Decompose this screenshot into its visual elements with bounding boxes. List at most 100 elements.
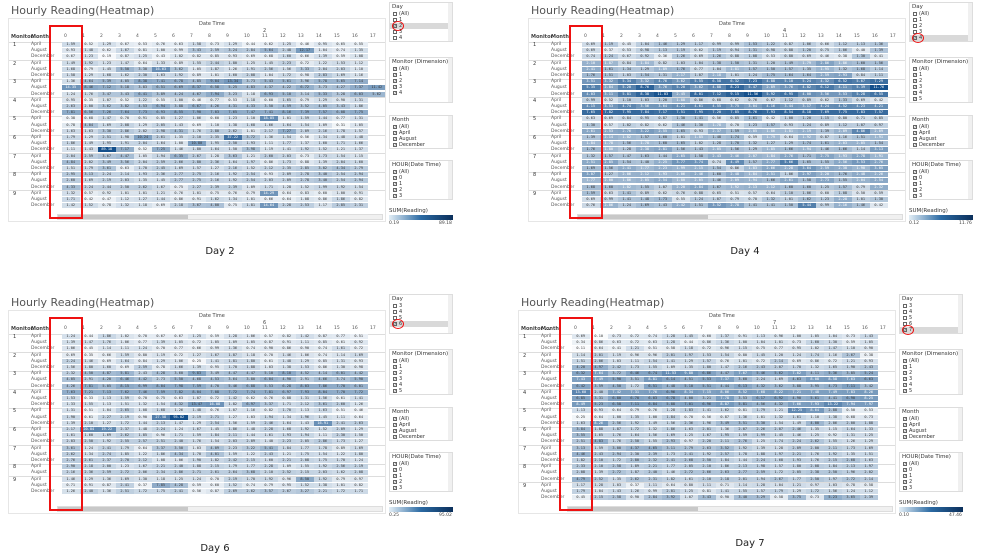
heatmap-cell[interactable]: 3.72 [242, 135, 260, 140]
heatmap-cell[interactable]: 1.01 [242, 128, 260, 134]
checkbox[interactable]: ✓ [393, 461, 397, 466]
filter-option[interactable]: ✓ 5 [390, 388, 452, 394]
heatmap-cell[interactable]: 4.37 [626, 445, 644, 451]
heatmap-cell[interactable]: 0.76 [260, 396, 278, 401]
heatmap-cell[interactable]: 7.85 [152, 482, 170, 488]
heatmap-cell[interactable]: 2.70 [116, 458, 134, 463]
filter-option[interactable]: ✓ 1 [390, 72, 452, 78]
heatmap-cell[interactable]: 1.63 [636, 153, 654, 159]
heatmap-cell[interactable]: 0.60 [206, 116, 224, 122]
heatmap-cell[interactable]: 1.73 [662, 451, 680, 457]
heatmap-cell[interactable]: 1.24 [134, 346, 152, 352]
heatmap-cell[interactable]: 1.62 [206, 197, 224, 202]
heatmap-cell[interactable]: 1.26 [708, 54, 726, 60]
heatmap-cell[interactable]: 1.60 [780, 184, 798, 190]
heatmap-cell[interactable]: 1.95 [816, 66, 834, 72]
heatmap-cell[interactable]: 1.06 [780, 172, 798, 178]
heatmap-cell[interactable]: 4.67 [188, 91, 206, 97]
heatmap-cell[interactable]: 1.50 [224, 147, 242, 153]
heatmap-cell[interactable]: 1.05 [134, 153, 152, 159]
heatmap-cell[interactable]: 2.07 [744, 153, 762, 159]
heatmap-cell[interactable]: 1.25 [860, 433, 878, 439]
heatmap-cell[interactable]: 0.89 [798, 97, 816, 103]
filter-option[interactable]: 1 [910, 17, 972, 23]
heatmap-cell[interactable]: 2.12 [636, 172, 654, 178]
heatmap-cell[interactable]: 3.62 [672, 79, 690, 85]
heatmap-cell[interactable]: 2.08 [806, 464, 824, 470]
heatmap-cell[interactable]: 1.47 [170, 420, 188, 426]
heatmap-cell[interactable]: 1.71 [350, 489, 368, 494]
heatmap-cell[interactable]: 1.58 [62, 73, 80, 78]
heatmap-cell[interactable]: 1.54 [716, 352, 734, 358]
heatmap-cell[interactable]: 0.87 [206, 489, 224, 494]
checkbox[interactable]: ✓ [903, 364, 907, 369]
heatmap-cell[interactable]: 2.63 [698, 445, 716, 451]
heatmap-cell[interactable]: 4.50 [80, 371, 98, 377]
heatmap-cell[interactable]: 1.69 [350, 445, 368, 451]
heatmap-cell[interactable]: 1.60 [852, 60, 870, 66]
heatmap-cell[interactable]: 0.51 [726, 190, 744, 196]
heatmap-cell[interactable]: 1.64 [842, 427, 860, 432]
heatmap-cell[interactable]: 1.44 [242, 433, 260, 439]
heatmap-cell[interactable]: 1.41 [350, 396, 368, 401]
heatmap-cell[interactable]: 1.59 [582, 190, 600, 196]
filter-option[interactable]: ✓ December [390, 142, 452, 148]
heatmap-cell[interactable]: 2.17 [260, 128, 278, 134]
heatmap-cell[interactable]: 1.51 [852, 135, 870, 140]
filter-option[interactable]: ✓ (All) [390, 416, 452, 422]
heatmap-cell[interactable]: 6.97 [278, 389, 296, 395]
heatmap-cell[interactable]: 2.10 [582, 60, 600, 66]
heatmap-cell[interactable]: 4.47 [116, 153, 134, 159]
heatmap-cell[interactable]: 3.13 [572, 445, 590, 451]
heatmap-cell[interactable]: 2.04 [852, 178, 870, 184]
heatmap-cell[interactable]: 1.63 [314, 408, 332, 414]
heatmap-cell[interactable]: 1.24 [690, 197, 708, 202]
heatmap-cell[interactable]: 7.66 [788, 402, 806, 408]
heatmap-cell[interactable]: 2.23 [278, 60, 296, 66]
heatmap-cell[interactable]: 0.53 [224, 97, 242, 103]
heatmap-cell[interactable]: 1.18 [242, 91, 260, 97]
column-header-monitor[interactable]: Monitor... [11, 34, 38, 40]
heatmap-cell[interactable]: 8.58 [824, 377, 842, 383]
heatmap-cell[interactable]: 2.07 [770, 427, 788, 432]
heatmap-cell[interactable]: 1.64 [206, 147, 224, 153]
filter-option[interactable]: 4 [390, 35, 452, 41]
heatmap-cell[interactable]: 1.02 [690, 141, 708, 147]
column-header-month[interactable]: Month [541, 326, 559, 332]
heatmap-cell[interactable]: 1.92 [824, 451, 842, 457]
heatmap-cell[interactable]: 0.95 [314, 42, 332, 47]
heatmap-cell[interactable]: 2.06 [672, 172, 690, 178]
heatmap-cell[interactable]: 4.46 [572, 451, 590, 457]
heatmap-cell[interactable]: 1.80 [188, 147, 206, 153]
heatmap-cell[interactable]: 0.73 [806, 495, 824, 501]
heatmap-cell[interactable]: 1.24 [798, 122, 816, 128]
heatmap-cell[interactable]: 2.59 [206, 48, 224, 54]
filter-option[interactable]: ✓ (All) [900, 461, 962, 467]
checkbox[interactable]: ✓ [903, 422, 907, 427]
heatmap-cell[interactable]: 6.78 [170, 79, 188, 85]
heatmap-cell[interactable]: 89.18 [98, 147, 116, 153]
heatmap-cell[interactable]: 7.57 [314, 110, 332, 116]
heatmap-cell[interactable]: 0.71 [852, 116, 870, 122]
heatmap-cell[interactable]: 0.72 [170, 352, 188, 358]
heatmap-cell[interactable]: 1.05 [350, 122, 368, 128]
heatmap-cell[interactable]: 1.47 [116, 60, 134, 66]
heatmap-cell[interactable]: 0.64 [780, 135, 798, 140]
heatmap-cell[interactable]: 1.30 [852, 54, 870, 60]
heatmap-cell[interactable]: 1.24 [62, 334, 80, 339]
heatmap-cell[interactable]: 0.79 [260, 482, 278, 488]
heatmap-cell[interactable]: 4.79 [572, 476, 590, 482]
heatmap-cell[interactable]: 0.87 [116, 54, 134, 60]
heatmap-cell[interactable]: 1.29 [80, 476, 98, 482]
heatmap-cell[interactable]: 1.82 [618, 184, 636, 190]
heatmap-cell[interactable]: 1.73 [278, 159, 296, 165]
filter-option[interactable]: ✓ 1 [390, 364, 452, 370]
heatmap-cell[interactable]: 2.44 [98, 184, 116, 190]
heatmap-cell[interactable]: 1.28 [662, 408, 680, 414]
heatmap-cell[interactable]: 1.29 [80, 73, 98, 78]
heatmap-cell[interactable]: 0.85 [314, 358, 332, 364]
heatmap-cell[interactable]: 3.83 [134, 85, 152, 91]
heatmap-cell[interactable]: 1.34 [314, 135, 332, 140]
heatmap-cell[interactable]: 1.17 [690, 42, 708, 47]
heatmap-cell[interactable]: 1.44 [654, 153, 672, 159]
